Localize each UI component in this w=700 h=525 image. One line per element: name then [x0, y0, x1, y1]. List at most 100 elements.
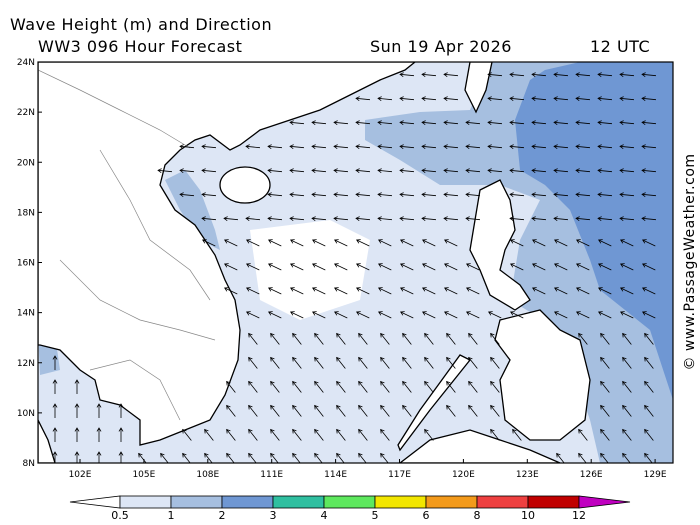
direction-arrow — [201, 168, 217, 174]
direction-arrow — [74, 403, 80, 418]
direction-arrow — [399, 96, 415, 102]
direction-arrow — [509, 96, 525, 102]
direction-arrow — [509, 263, 524, 271]
direction-arrow — [270, 356, 280, 369]
direction-arrow — [267, 216, 283, 222]
direction-arrow — [421, 287, 436, 295]
direction-arrow — [465, 144, 481, 150]
direction-arrow — [355, 168, 371, 174]
direction-arrow — [355, 192, 371, 198]
direction-arrow — [641, 287, 656, 295]
direction-arrow — [399, 144, 415, 150]
direction-arrow — [311, 239, 326, 247]
direction-arrow — [644, 356, 654, 369]
wave-area — [165, 170, 220, 250]
direction-arrow — [204, 428, 214, 441]
direction-arrow — [575, 96, 591, 102]
direction-arrow — [578, 428, 588, 441]
direction-arrow — [575, 192, 591, 198]
direction-arrow — [641, 263, 656, 271]
direction-arrow — [358, 332, 368, 345]
direction-arrow — [421, 168, 437, 174]
direction-arrow — [201, 144, 217, 150]
direction-arrow — [465, 287, 480, 295]
direction-arrow — [443, 192, 459, 198]
direction-arrow — [74, 379, 80, 394]
direction-arrow — [333, 144, 349, 150]
direction-arrow — [575, 72, 591, 78]
direction-arrow — [52, 427, 58, 442]
legend-low — [69, 495, 121, 509]
lon-label: 108E — [196, 470, 219, 480]
direction-arrow — [465, 311, 480, 319]
direction-arrow — [52, 355, 58, 370]
direction-arrow — [421, 96, 437, 102]
time: 12 UTC — [590, 37, 650, 56]
direction-arrow — [402, 380, 412, 393]
direction-arrow — [333, 287, 348, 295]
direction-arrow — [531, 72, 547, 78]
direction-arrow — [490, 380, 500, 393]
direction-arrow — [553, 120, 569, 126]
direction-arrow — [446, 404, 456, 417]
direction-arrow — [446, 332, 456, 345]
direction-arrow — [248, 332, 258, 345]
direction-arrow — [399, 263, 414, 271]
direction-arrow — [600, 332, 610, 345]
direction-arrow — [333, 239, 348, 247]
direction-arrow — [380, 332, 390, 345]
legend-bin — [170, 495, 223, 509]
direction-arrow — [446, 356, 456, 369]
direction-arrow — [355, 96, 371, 102]
direction-arrow — [575, 216, 591, 222]
direction-arrow — [597, 263, 612, 271]
direction-arrow — [377, 239, 392, 247]
direction-arrow — [289, 192, 305, 198]
direction-arrow — [336, 380, 346, 393]
direction-arrow — [487, 311, 502, 319]
borders — [38, 69, 216, 421]
direction-arrow — [267, 287, 282, 295]
direction-arrow — [314, 428, 324, 441]
direction-arrow — [311, 120, 327, 126]
direction-arrow — [575, 144, 591, 150]
direction-arrow — [226, 428, 236, 441]
direction-arrow — [531, 96, 547, 102]
direction-arrow — [487, 168, 503, 174]
direction-arrow — [270, 428, 280, 441]
direction-arrow — [182, 428, 192, 441]
direction-arrow — [267, 263, 282, 271]
direction-arrow — [270, 332, 280, 345]
direction-arrow — [314, 356, 324, 369]
direction-arrow — [248, 428, 258, 441]
direction-arrow — [443, 263, 458, 271]
direction-arrow — [553, 168, 569, 174]
direction-arrow — [553, 263, 568, 271]
direction-arrow — [644, 428, 654, 441]
direction-arrow — [311, 287, 326, 295]
direction-arrow — [248, 404, 258, 417]
direction-arrow — [490, 356, 500, 369]
direction-arrow — [619, 144, 635, 150]
direction-arrow — [355, 216, 371, 222]
direction-arrow — [333, 192, 349, 198]
direction-arrow — [399, 168, 415, 174]
direction-arrow — [553, 96, 569, 102]
legend-bin — [119, 495, 172, 509]
direction-arrow — [443, 96, 459, 102]
direction-arrow — [490, 404, 500, 417]
direction-arrow — [600, 404, 610, 417]
direction-arrow — [96, 403, 102, 418]
direction-arrow — [314, 332, 324, 345]
direction-arrow — [465, 168, 481, 174]
direction-arrow — [333, 311, 348, 319]
direction-arrow — [179, 192, 195, 198]
direction-arrow — [292, 428, 302, 441]
direction-arrow — [644, 404, 654, 417]
lat-label: 20N — [17, 158, 35, 168]
direction-arrow — [619, 263, 634, 271]
legend-bin — [272, 495, 325, 509]
direction-arrow — [575, 287, 590, 295]
direction-arrow — [226, 380, 236, 393]
direction-arrow — [641, 311, 656, 319]
